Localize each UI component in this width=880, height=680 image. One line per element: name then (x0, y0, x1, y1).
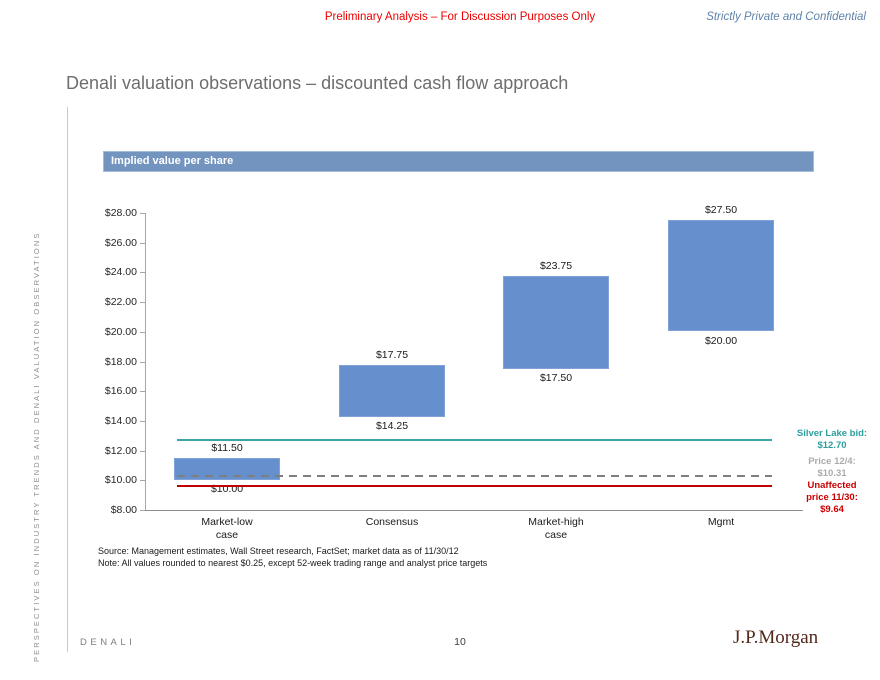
rounding-note: Note: All values rounded to nearest $0.2… (98, 558, 488, 568)
ref-annotation-line: $9.64 (820, 504, 844, 515)
value-bar-0 (174, 458, 280, 480)
bar-high-label-3: $27.50 (704, 204, 738, 217)
ref-annotation-silver-lake-bid: Silver Lake bid: $12.70 (786, 428, 878, 452)
bar-high-label-0: $11.50 (211, 442, 243, 455)
ref-line-silver-lake-bid (177, 439, 772, 441)
y-axis-tick-label: $28.00 (104, 207, 137, 219)
y-axis-tick-label: $12.00 (104, 445, 137, 457)
y-axis-tick-label: $14.00 (104, 415, 137, 427)
y-axis-tick (140, 480, 145, 481)
value-bar-1 (339, 365, 445, 417)
ref-annotation-line: price 11/30: (806, 492, 858, 503)
y-axis-tick (140, 302, 145, 303)
x-axis-line (145, 510, 803, 511)
y-axis-tick (140, 272, 145, 273)
header-confidential: Strictly Private and Confidential (706, 11, 866, 23)
section-banner: Implied value per share (103, 151, 814, 172)
bar-low-label-1: $14.25 (375, 420, 409, 433)
ref-annotation-line: Silver Lake bid: (796, 428, 868, 439)
y-axis-tick (140, 362, 145, 363)
page-number: 10 (454, 636, 466, 648)
y-axis-line (145, 213, 146, 510)
x-category-label-2: Market-high (528, 516, 584, 528)
y-axis-tick-label: $8.00 (110, 504, 137, 516)
x-category-label-3: Mgmt (707, 516, 735, 528)
jpmorgan-logo: J.P.Morgan (733, 627, 819, 648)
ref-annotation-unaffected-price-11-30: Unaffected price 11/30: $9.64 (786, 480, 878, 516)
y-axis-tick (140, 451, 145, 452)
bar-low-label-3: $20.00 (704, 334, 738, 347)
y-axis-tick-label: $20.00 (104, 326, 137, 338)
value-bar-2 (503, 276, 609, 369)
footer-project-name: DENALI (80, 637, 136, 648)
x-category-label-2: case (544, 529, 568, 541)
x-category-label-0: Market-low (201, 516, 253, 528)
ref-annotation-price-12-4: Price 12/4: $10.31 (786, 456, 878, 480)
y-axis-tick-label: $18.00 (104, 356, 137, 368)
y-axis-tick (140, 243, 145, 244)
ref-line-unaffected-price-11-30 (177, 485, 772, 487)
header-disclaimer: Preliminary Analysis – For Discussion Pu… (324, 11, 596, 23)
ref-line-price-12-4 (177, 475, 772, 477)
value-bar-3 (668, 220, 774, 331)
ref-annotation-line: $10.31 (817, 468, 847, 479)
x-category-label-0: case (215, 529, 239, 541)
y-axis-tick-label: $10.00 (104, 474, 137, 486)
x-category-label-1: Consensus (365, 516, 419, 528)
y-axis-tick (140, 391, 145, 392)
ref-annotation-line: Unaffected (807, 480, 857, 491)
source-note: Source: Management estimates, Wall Stree… (98, 546, 459, 556)
bar-low-label-2: $17.50 (539, 371, 573, 384)
y-axis-tick-label: $16.00 (104, 385, 137, 397)
ref-annotation-line: Price 12/4: (808, 456, 856, 467)
y-axis-tick (140, 421, 145, 422)
bar-high-label-1: $17.75 (375, 349, 409, 362)
y-axis-tick-label: $24.00 (104, 266, 137, 278)
ref-annotation-line: $12.70 (817, 440, 847, 451)
y-axis-tick-label: $22.00 (104, 296, 137, 308)
y-axis-tick (140, 213, 145, 214)
y-axis-tick-label: $26.00 (104, 237, 137, 249)
y-axis-tick (140, 510, 145, 511)
left-rail-divider (67, 107, 68, 652)
page-title: Denali valuation observations – discount… (66, 73, 569, 93)
y-axis-tick (140, 332, 145, 333)
bar-high-label-2: $23.75 (539, 260, 573, 273)
